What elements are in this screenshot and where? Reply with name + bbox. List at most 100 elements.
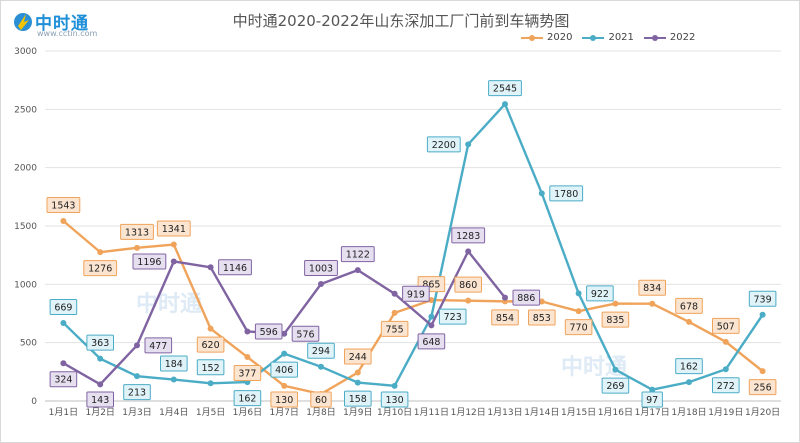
data-label-2021: 97 <box>646 395 658 406</box>
data-label-box-2020 <box>196 336 225 353</box>
data-label-box-2020 <box>748 379 777 396</box>
data-point-2021 <box>97 355 104 362</box>
data-label-2022: 886 <box>517 293 535 304</box>
data-label-box-2021 <box>586 285 614 302</box>
data-point-2022 <box>391 290 398 297</box>
data-label-box-2021 <box>438 308 467 325</box>
data-label-box-2021 <box>307 342 335 359</box>
data-label-2021: 294 <box>312 346 330 357</box>
legend-swatch-2021 <box>582 33 605 43</box>
data-label-2020: 507 <box>717 321 735 332</box>
data-point-2020 <box>170 241 177 248</box>
data-label-2020: 60 <box>315 395 327 406</box>
series-line-2020 <box>62 220 764 396</box>
data-label-2021: 152 <box>202 363 220 374</box>
data-point-2021 <box>134 373 140 380</box>
data-label-box-2020 <box>233 365 262 382</box>
data-label-2020: 1341 <box>162 224 186 235</box>
data-label-2020: 854 <box>496 313 514 324</box>
data-label-box-2021 <box>426 136 461 153</box>
data-label-box-2022 <box>86 391 115 408</box>
data-label-2021: 406 <box>275 365 293 376</box>
data-label-box-2020 <box>380 320 409 337</box>
data-point-2020 <box>465 297 472 304</box>
data-label-2020: 244 <box>349 352 367 363</box>
data-point-2021 <box>502 101 508 108</box>
legend-item-2021: 2021 <box>582 32 634 43</box>
data-label-box-2020 <box>638 279 667 296</box>
data-label-box-2022 <box>402 285 430 302</box>
legend-swatch-2022 <box>643 33 666 43</box>
logo-text: 中时通 <box>35 14 89 34</box>
x-tick-label: 1月13日 <box>487 407 522 418</box>
data-point-2020 <box>244 354 251 361</box>
data-label-2021: 669 <box>54 302 72 313</box>
logo-url: www.cctin.com <box>37 29 98 38</box>
x-tick-label: 1月20日 <box>745 407 780 418</box>
data-point-2020 <box>538 298 545 305</box>
data-point-2020 <box>722 338 729 345</box>
data-point-2020 <box>354 369 361 376</box>
data-point-2022 <box>60 360 67 367</box>
data-point-2022 <box>502 294 508 301</box>
data-label-2022: 576 <box>296 329 314 340</box>
data-label-2020: 377 <box>238 369 256 380</box>
data-point-2021 <box>428 313 435 320</box>
data-label-2020: 853 <box>533 313 551 324</box>
data-label-2021: 2200 <box>432 140 456 151</box>
x-tick-label: 1月17日 <box>635 407 670 418</box>
data-point-2021 <box>686 379 692 386</box>
x-tick-label: 1月6日 <box>233 407 262 418</box>
data-point-2020 <box>428 297 435 304</box>
data-point-2021 <box>465 141 472 148</box>
data-label-box-2020 <box>270 391 298 408</box>
data-label-box-2020 <box>120 223 154 240</box>
data-label-2021: 162 <box>238 394 256 405</box>
legend-label-2020: 2020 <box>547 32 573 43</box>
data-label-2021: 363 <box>91 338 109 349</box>
data-label-2021: 162 <box>680 362 698 373</box>
data-label-box-2021 <box>380 391 409 408</box>
data-label-2021: 1780 <box>554 189 578 200</box>
data-point-2020 <box>612 300 619 307</box>
data-label-2022: 1122 <box>346 250 370 261</box>
data-label-box-2020 <box>491 309 519 326</box>
x-tick-label: 1月11日 <box>414 407 449 418</box>
data-point-2021 <box>538 190 545 197</box>
x-tick-label: 1月19日 <box>708 407 743 418</box>
x-tick-label: 1月16日 <box>598 407 633 418</box>
y-tick-label: 2500 <box>14 105 37 115</box>
data-label-box-2022 <box>291 325 320 342</box>
x-tick-label: 1月15日 <box>561 407 596 418</box>
legend-label-2022: 2022 <box>669 32 696 43</box>
data-point-2020 <box>686 318 692 325</box>
legend-item-2020: 2020 <box>521 32 572 43</box>
data-point-2021 <box>354 379 361 386</box>
data-label-2022: 1283 <box>456 231 480 242</box>
data-point-2022 <box>465 248 472 255</box>
data-point-2022 <box>281 330 288 337</box>
chart-legend: 2020 2021 2022 <box>521 32 695 43</box>
data-label-2020: 678 <box>680 301 698 312</box>
data-label-2022: 1196 <box>137 257 161 268</box>
x-tick-label: 1月5日 <box>196 407 225 418</box>
x-tick-label: 1月4日 <box>159 407 188 418</box>
data-label-2020: 755 <box>386 324 404 335</box>
data-label-box-2022 <box>254 323 283 340</box>
data-point-2020 <box>207 325 214 332</box>
data-label-box-2021 <box>641 391 663 408</box>
data-label-box-2020 <box>310 391 332 408</box>
data-label-2022: 1146 <box>223 263 247 274</box>
data-label-box-2020 <box>712 317 740 334</box>
x-tick-label: 1月3日 <box>122 407 151 418</box>
data-label-box-2021 <box>233 390 262 407</box>
data-label-2020: 130 <box>275 395 293 406</box>
data-label-2020: 1313 <box>125 227 149 238</box>
logo-mark-icon <box>14 13 32 31</box>
data-label-2022: 1003 <box>309 263 333 274</box>
x-tick-label: 1月18日 <box>671 407 706 418</box>
data-label-2021: 158 <box>349 394 367 405</box>
y-tick-label: 0 <box>31 397 37 407</box>
data-label-2021: 184 <box>165 359 183 370</box>
